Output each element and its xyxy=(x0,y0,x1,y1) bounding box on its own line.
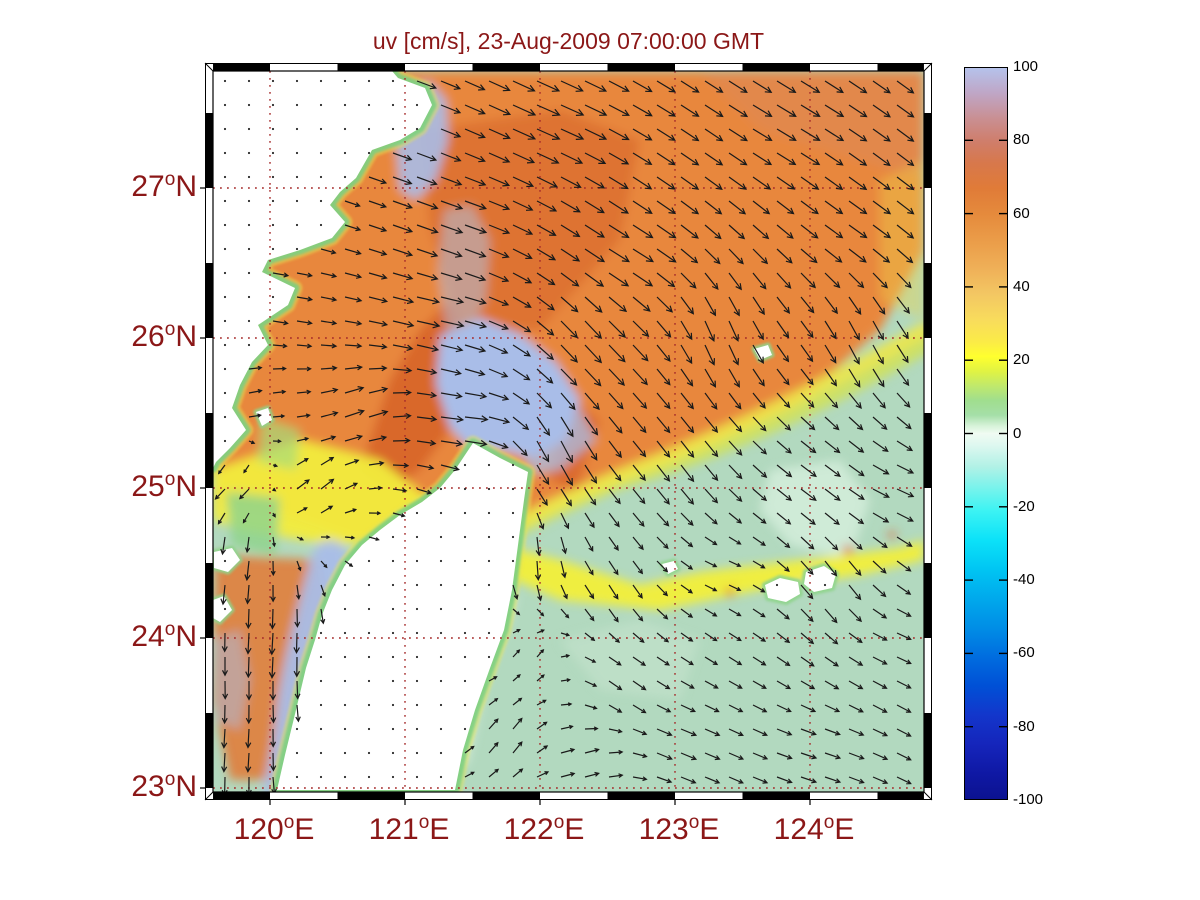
quiver-arrows xyxy=(214,79,915,792)
colorbar-tick-label: -100 xyxy=(1013,791,1044,808)
land-island-quemoy-2 xyxy=(213,596,232,622)
map-plot xyxy=(200,62,933,805)
colorbar-tick-label: 0 xyxy=(1013,424,1022,442)
plot-title: uv [cm/s], 23-Aug-2009 07:00:00 GMT xyxy=(372,28,765,54)
map-frame xyxy=(200,62,933,805)
land-island-a xyxy=(765,578,800,602)
colorbar-tick-label: 40 xyxy=(1013,277,1030,295)
colorbar-tick-label: -60 xyxy=(1013,644,1035,662)
colorbar-tick-label: 100 xyxy=(1013,58,1039,75)
graticule xyxy=(213,71,924,792)
land-china-coast xyxy=(213,71,432,468)
x-tick-label: 123oE xyxy=(638,812,720,846)
land-island-c xyxy=(662,561,678,574)
land-island-quemoy-1 xyxy=(214,548,240,572)
y-tick-label: 26oN xyxy=(131,319,197,353)
y-tick-label: 25oN xyxy=(131,469,197,503)
land-masses xyxy=(213,71,839,792)
x-tick-label: 122oE xyxy=(503,812,585,846)
y-tick-label: 23oN xyxy=(131,769,197,803)
colorbar-tick-label: -80 xyxy=(1013,717,1035,735)
land-island-north xyxy=(754,345,772,360)
colorbar-tick-label: -40 xyxy=(1013,571,1035,589)
x-tick-label: 121oE xyxy=(368,812,450,846)
colorbar-tick-label: 60 xyxy=(1013,204,1030,222)
colorbar-tick-label: -20 xyxy=(1013,497,1035,515)
x-tick-label: 124oE xyxy=(773,812,855,846)
land-island-matsu xyxy=(256,408,272,426)
colorbar xyxy=(964,67,1008,800)
x-tick-label: 120oE xyxy=(233,812,315,846)
y-tick-label: 27oN xyxy=(131,169,197,203)
colorbar-tick-label: 20 xyxy=(1013,351,1030,369)
colorbar-tick-label: 80 xyxy=(1013,131,1030,149)
y-tick-label: 24oN xyxy=(131,619,197,653)
land-taiwan-landmass xyxy=(277,443,528,790)
